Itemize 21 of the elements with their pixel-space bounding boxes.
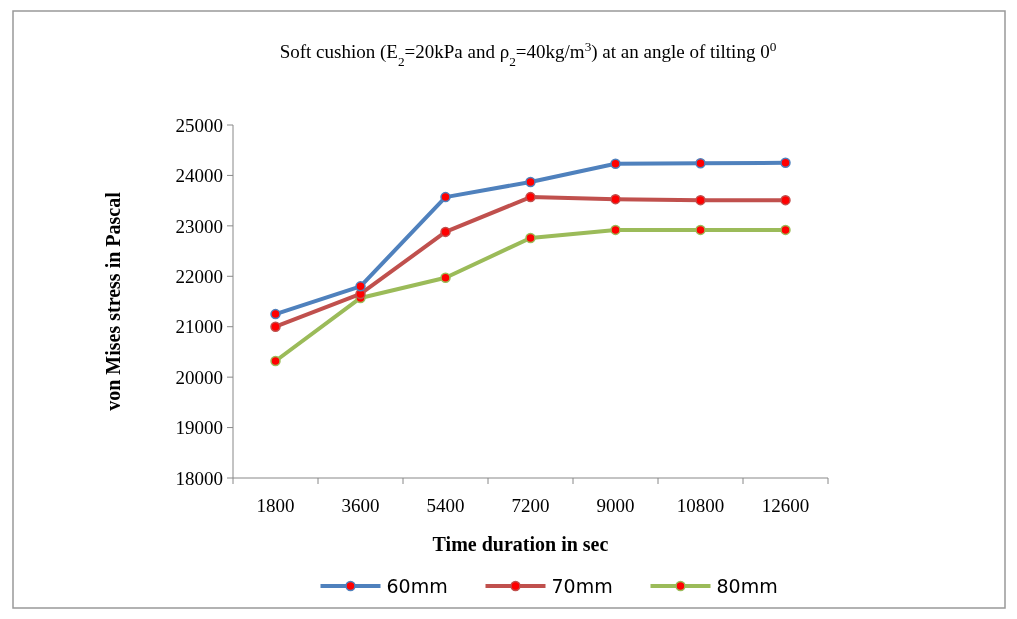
y-tick-label: 18000: [175, 467, 223, 489]
x-tick-label: 10800: [676, 495, 725, 516]
y-tick-label: 22000: [175, 265, 223, 287]
y-tick-label: 19000: [175, 417, 223, 439]
x-axis-title: Time duration in sec: [432, 533, 609, 555]
legend-label: 70mm: [551, 574, 613, 597]
y-axis-title: von Mises stress in Pascal: [102, 191, 124, 411]
x-tick-label: 3600: [341, 495, 380, 516]
legend-label: 80mm: [716, 574, 778, 597]
y-tick-label: 25000: [175, 114, 223, 136]
chart-title: Soft cushion (E$_{2}$=20kPa and ρ$_{2}$=40kg/m$^{3}$) at an angle of tilting 0$^{0}$: [279, 38, 777, 69]
y-tick-label: 21000: [175, 316, 223, 338]
y-tick-label: 20000: [175, 366, 223, 388]
x-tick-label: 1800: [256, 495, 295, 516]
x-tick-label: 12600: [761, 495, 810, 516]
x-tick-label: 9000: [596, 495, 635, 516]
legend-label: 60mm: [386, 574, 448, 597]
x-tick-label: 5400: [426, 495, 465, 516]
y-tick-label: 23000: [175, 215, 223, 237]
y-tick-label: 24000: [175, 165, 223, 187]
x-tick-label: 7200: [511, 495, 550, 516]
